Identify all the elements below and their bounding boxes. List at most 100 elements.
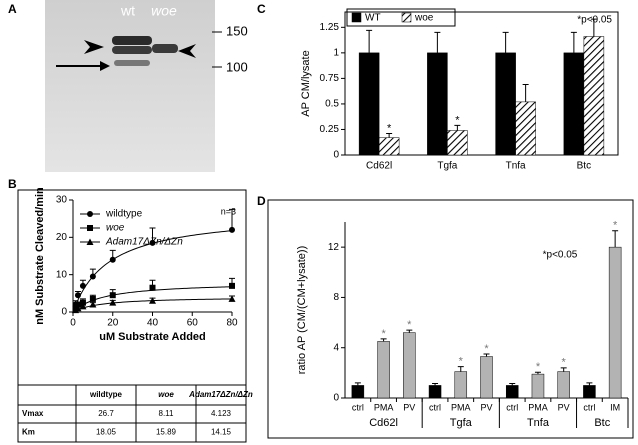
legend-marker [87, 211, 93, 217]
table-cell: 26.7 [98, 409, 114, 418]
point [79, 282, 86, 289]
x-tick-label: 0 [70, 318, 76, 329]
x-tick-label: 60 [187, 318, 199, 329]
error-bar [509, 383, 516, 386]
error-bar [434, 31, 441, 53]
table-cell: 18.05 [96, 428, 117, 437]
error-bar [534, 371, 541, 375]
error-bar [406, 329, 413, 333]
error-bar [570, 31, 577, 53]
bar [358, 52, 380, 156]
x-tick-label: ctrl [583, 402, 595, 412]
table-cell: Km [22, 428, 35, 437]
y-axis-title: nM Substrate Cleaved/min [34, 187, 46, 325]
panel-label: C [257, 2, 266, 16]
point [229, 282, 235, 289]
bar [583, 36, 605, 156]
x-axis-title: uM Substrate Added [99, 331, 206, 343]
error-bar [612, 230, 619, 248]
bar [378, 137, 400, 156]
legend-swatch [351, 12, 362, 23]
y-tick-label: 1.25 [320, 22, 340, 33]
panel-b-frame [17, 189, 247, 443]
axes [72, 200, 232, 313]
significance-star: * [536, 361, 541, 373]
error-bar [380, 338, 387, 342]
legend-frame [346, 8, 456, 27]
x-tick-label: PMA [374, 402, 394, 412]
legend-label: woe [414, 13, 434, 24]
point [89, 301, 97, 308]
point [109, 256, 116, 263]
legend-label: Adam17ΔZn/ΔZn [105, 237, 183, 248]
x-tick-label: PV [558, 402, 570, 412]
x-tick-label: PV [403, 402, 415, 412]
lane-label: wt [120, 3, 135, 19]
panel-label: A [8, 2, 17, 16]
error-bar [229, 208, 235, 230]
y-tick-label: 20 [56, 232, 68, 243]
x-tick-label: ctrl [352, 402, 364, 412]
band [112, 46, 152, 54]
marker-label: 100 [226, 59, 248, 74]
bar [427, 52, 448, 156]
error-bar [522, 84, 529, 102]
group-label: Cd62l [369, 417, 398, 429]
arrow [100, 61, 110, 71]
x-tick-label: PV [480, 402, 492, 412]
y-tick-label: 1 [333, 47, 339, 58]
legend-swatch [401, 12, 412, 23]
panel-label: D [257, 194, 266, 208]
point [109, 299, 117, 306]
error-bar [560, 367, 567, 372]
table-header: Adam17ΔZn/ΔZn [188, 390, 253, 399]
error-bar [432, 383, 439, 386]
panel-d-frame [267, 199, 634, 439]
x-tick-label: IM [610, 402, 620, 412]
y-tick-label: 0.5 [325, 99, 339, 110]
band [152, 44, 178, 53]
annotation: n=3 [221, 206, 236, 216]
significance-star: * [455, 114, 460, 126]
x-tick-label: PMA [451, 402, 471, 412]
error-bar [366, 29, 373, 53]
panel-label: B [8, 177, 17, 191]
error-bar [454, 124, 461, 131]
y-tick-label: 0.25 [320, 124, 340, 135]
bar [583, 385, 596, 399]
plot-frame [344, 11, 619, 156]
group-label: Tnfa [527, 417, 550, 429]
point [74, 292, 81, 299]
significance-star: * [613, 220, 618, 232]
table-header: wildtype [89, 390, 123, 399]
bar [454, 371, 468, 399]
x-tick-label: ctrl [506, 402, 518, 412]
marker-label: 150 [226, 23, 248, 38]
table-cell: 14.15 [211, 428, 232, 437]
point [79, 302, 87, 310]
lane-label: woe [151, 3, 177, 19]
x-tick-label: Cd62l [366, 161, 392, 172]
band [112, 36, 152, 45]
significance-star: * [381, 328, 386, 340]
table-cell: 4.123 [211, 409, 232, 418]
point [89, 295, 96, 302]
table-header: woe [158, 390, 174, 399]
legend-label: woe [106, 223, 125, 234]
error-bar [354, 382, 361, 386]
bar [447, 130, 468, 156]
bar [428, 385, 442, 399]
x-tick-label: ctrl [429, 402, 441, 412]
x-tick-label: PMA [528, 402, 548, 412]
table-cell: 15.89 [156, 428, 177, 437]
point [229, 226, 235, 233]
x-tick-label: 40 [147, 318, 159, 329]
bar [557, 371, 570, 399]
bar [608, 246, 622, 399]
point [149, 297, 156, 304]
table-cell: 8.11 [159, 409, 175, 418]
annotation: *p<0.05 [543, 250, 578, 261]
y-tick-label: 30 [56, 195, 68, 206]
legend-marker [86, 238, 94, 245]
